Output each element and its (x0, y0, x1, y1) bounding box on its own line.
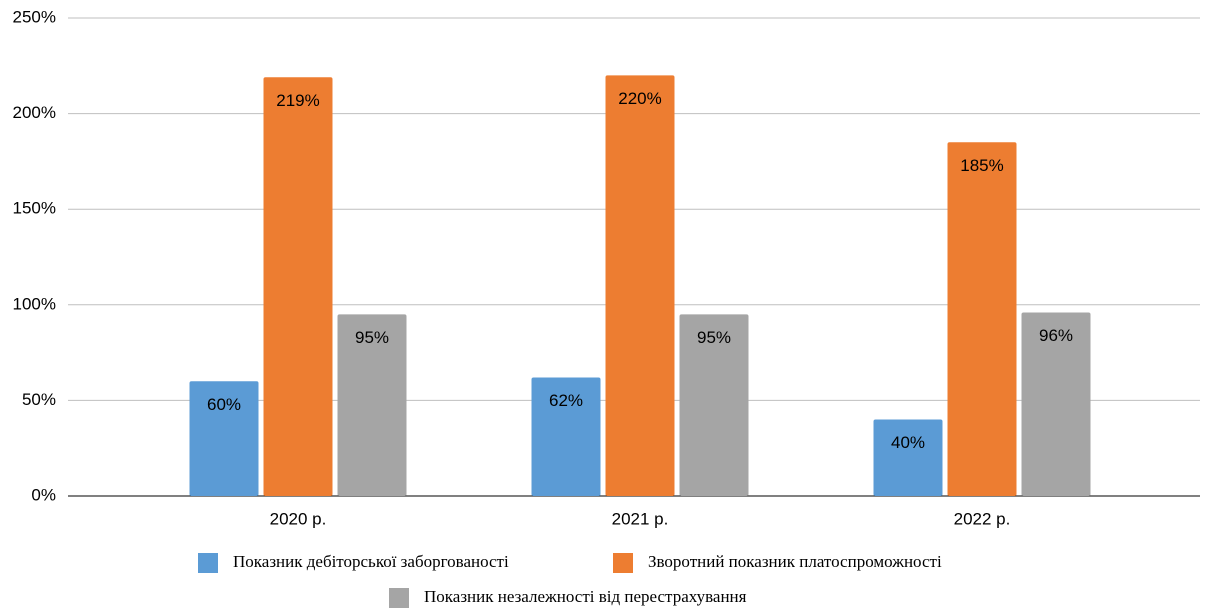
bar (605, 75, 675, 497)
data-label: 95% (355, 328, 389, 347)
y-tick-label: 100% (13, 294, 56, 313)
y-tick-label: 150% (13, 199, 56, 218)
bar (679, 314, 749, 496)
data-label: 62% (549, 391, 583, 410)
y-tick-label: 200% (13, 103, 56, 122)
bar (873, 419, 943, 496)
data-label: 95% (697, 328, 731, 347)
legend-swatch (389, 588, 409, 608)
bar (337, 314, 407, 496)
data-label: 40% (891, 433, 925, 452)
legend-swatch (198, 553, 218, 573)
bar (1021, 312, 1091, 496)
legend-label: Показник дебіторської заборгованості (233, 552, 509, 571)
data-label: 96% (1039, 326, 1073, 345)
bar (947, 142, 1017, 496)
bar (263, 77, 333, 496)
legend-swatch (613, 553, 633, 573)
data-label: 219% (276, 91, 319, 110)
bar (189, 381, 259, 496)
y-tick-label: 0% (31, 485, 56, 504)
data-label: 60% (207, 395, 241, 414)
data-label: 220% (618, 89, 661, 108)
x-tick-label: 2020 р. (270, 509, 327, 528)
legend-label: Зворотний показник платоспроможності (648, 552, 942, 571)
legend-label: Показник незалежності від перестрахуванн… (424, 587, 747, 606)
y-tick-label: 50% (22, 390, 56, 409)
data-label: 185% (960, 156, 1003, 175)
bar (531, 377, 601, 496)
y-tick-label: 250% (13, 7, 56, 26)
x-tick-label: 2022 р. (954, 509, 1011, 528)
x-tick-label: 2021 р. (612, 509, 669, 528)
